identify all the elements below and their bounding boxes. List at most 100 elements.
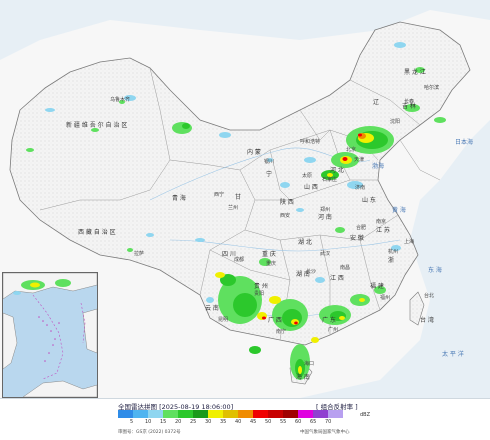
approval-number: 审图号：GS京 (2022) 0372号: [118, 430, 181, 435]
city-label: 郑州: [320, 207, 331, 213]
region-label: 宁: [266, 171, 273, 178]
region-label: 湖 南: [296, 271, 310, 278]
city-label: 银川: [264, 159, 275, 165]
legend-tick-label: 15: [160, 419, 167, 425]
sea-label: 渤海: [372, 163, 385, 170]
map-title: 全国雷达拼图 [2025-08-19 18:06:00]: [118, 403, 234, 411]
city-label: 西宁: [214, 192, 225, 198]
city-label: 呼和浩特: [300, 139, 321, 145]
legend-tick-label: 65: [310, 419, 317, 425]
region-label: 陕 西: [280, 199, 294, 206]
legend-tick-label: 20: [175, 419, 182, 425]
sea-label: 太 平 洋: [442, 351, 464, 358]
city-label: 拉萨: [134, 251, 145, 257]
region-label: 青 海: [172, 195, 186, 202]
legend-swatch: [328, 410, 343, 418]
city-label: 西安: [280, 213, 291, 219]
region-label: 辽: [373, 99, 380, 106]
map-footer: 全国雷达拼图 [2025-08-19 18:06:00] [ 组合反射率 ] 5…: [0, 398, 490, 440]
city-label: 台北: [424, 293, 435, 299]
region-label: 贵 州: [254, 283, 268, 290]
city-label: 兰州: [228, 205, 239, 211]
city-label: 长春: [404, 99, 415, 105]
region-label: 黑 龙 江: [404, 69, 426, 76]
city-label: 上海: [404, 239, 415, 245]
sea-label: 日本海: [455, 139, 474, 146]
legend-tick-label: 50: [265, 419, 272, 425]
legend-swatch: [283, 410, 298, 418]
product-label: [ 组合反射率 ]: [316, 403, 358, 411]
city-label: 哈尔滨: [424, 85, 440, 91]
region-label: 云 南: [205, 305, 219, 312]
legend-tick-label: 55: [280, 419, 287, 425]
city-label: 南京: [376, 219, 387, 225]
city-label: 海口: [304, 361, 315, 367]
legend-tick-label: 25: [190, 419, 197, 425]
legend-tick-label: 5: [130, 419, 134, 425]
sea-label: 黄 海: [392, 207, 406, 214]
sea-label: 东 海: [428, 267, 442, 274]
region-label: 四 川: [222, 251, 236, 258]
region-label: 台 湾: [420, 317, 434, 324]
inset-map: [3, 273, 97, 397]
region-label: 山 东: [362, 197, 376, 204]
region-label: 海 南: [296, 374, 310, 381]
region-label: 浙: [388, 257, 395, 264]
region-label: 安 徽: [350, 235, 364, 242]
data-source: 中国气象局国家气象中心: [300, 430, 350, 435]
legend-swatch: [253, 410, 268, 418]
region-label: 江 西: [330, 275, 344, 282]
legend-tick-label: 70: [325, 419, 332, 425]
legend-tick-label: 10: [145, 419, 152, 425]
china-radar-map: [0, 10, 490, 398]
region-label: 山 西: [304, 184, 318, 191]
city-label: 石家庄: [322, 177, 338, 183]
legend-unit: dBZ: [360, 412, 371, 418]
legend-swatch: [178, 410, 193, 418]
city-label: 重庆: [266, 261, 277, 267]
city-label: 沈阳: [390, 119, 401, 125]
legend-swatch: [133, 410, 148, 418]
region-label: 西 藏 自 治 区: [78, 229, 116, 236]
city-label: 成都: [234, 257, 245, 263]
legend-swatch: [298, 410, 313, 418]
region-label: 福 建: [370, 283, 384, 290]
region-label: 重 庆: [262, 251, 276, 258]
legend-swatch: [238, 410, 253, 418]
city-label: 南昌: [340, 265, 351, 271]
legend-swatch: [208, 410, 223, 418]
radar-echoes: [26, 42, 446, 380]
legend-swatch: [163, 410, 178, 418]
city-label: 天津: [354, 157, 365, 163]
city-label: 昆明: [218, 317, 229, 323]
legend-tick-label: 35: [220, 419, 227, 425]
legend-swatch: [313, 410, 328, 418]
city-label: 武汉: [320, 251, 331, 257]
legend-tick-label: 40: [235, 419, 242, 425]
city-label: 太原: [302, 173, 313, 179]
south-china-sea-inset: [2, 272, 98, 398]
legend-swatch: [148, 410, 163, 418]
taiwan-island: [409, 291, 425, 326]
region-label: 吉 林: [402, 103, 416, 110]
city-label: 杭州: [388, 249, 399, 255]
region-label: 江 苏: [376, 227, 390, 234]
legend-swatch: [223, 410, 238, 418]
legend-ticks: 5 10 15 20 25 30 35 40 45 50 55 60 65 70: [118, 419, 358, 427]
city-label: 南宁: [276, 329, 287, 335]
region-label: 内 蒙: [247, 149, 261, 156]
city-label: 贵阳: [254, 291, 265, 297]
region-label: 广 东: [322, 317, 336, 324]
city-label: 福州: [380, 295, 391, 301]
legend-swatch: [118, 410, 133, 418]
legend-swatch: [193, 410, 208, 418]
city-label: 济南: [355, 185, 366, 191]
region-label: 新 疆 维 吾 尔 自 治 区: [66, 122, 128, 129]
city-label: 广州: [328, 327, 339, 333]
legend-tick-label: 45: [250, 419, 257, 425]
legend-tick-label: 60: [295, 419, 302, 425]
reflectivity-legend: [118, 410, 343, 418]
region-label: 河 北: [330, 167, 344, 174]
legend-tick-label: 30: [205, 419, 212, 425]
province-borders: [39, 67, 441, 341]
